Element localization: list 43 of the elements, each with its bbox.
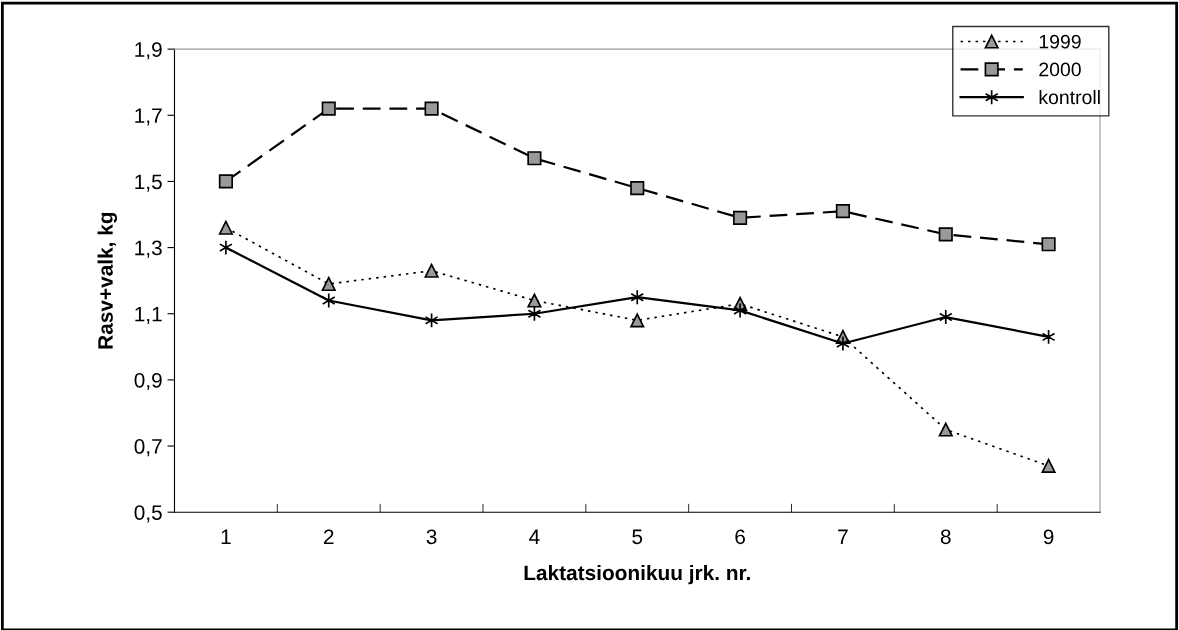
y-tick-label: 1,9: [135, 42, 162, 60]
y-tick-label: 1,7: [135, 108, 162, 126]
y-axis-title: Rasv+valk, kg: [97, 212, 118, 349]
point: [938, 227, 953, 242]
point: [424, 101, 439, 116]
point: [938, 309, 953, 325]
point: [835, 204, 851, 219]
point: [630, 180, 645, 196]
x-tick-label: 9: [1043, 529, 1054, 545]
y-tick-label: 0,7: [134, 439, 162, 457]
point: [1041, 458, 1056, 473]
point: [733, 302, 747, 319]
point: [527, 151, 542, 166]
point: [424, 263, 439, 278]
point: [630, 289, 645, 305]
point: [836, 335, 850, 352]
x-tick-label: 1: [221, 529, 231, 544]
point: [321, 276, 336, 292]
legend-label: kontroll: [1039, 89, 1100, 105]
x-tick-label: 3: [426, 529, 437, 545]
x-axis-title: Laktatsioonikuu jrk. nr.: [524, 564, 750, 585]
point: [218, 174, 233, 189]
point: [321, 101, 336, 116]
x-tick-label: 2: [324, 529, 334, 544]
x-tick-label: 4: [529, 529, 540, 544]
x-tick-label: 5: [632, 529, 643, 545]
x-tick-label: 7: [838, 529, 848, 544]
x-tick-label: 8: [940, 529, 951, 545]
point: [938, 422, 953, 437]
point: [1041, 237, 1056, 252]
y-tick-label: 1,1: [135, 306, 162, 324]
y-tick-label: 1,3: [135, 240, 162, 258]
point: [527, 293, 542, 308]
point: [219, 239, 233, 256]
point: [732, 210, 748, 225]
point: [630, 313, 645, 328]
x-tick-label: 6: [735, 529, 745, 545]
legend-label: 2000: [1039, 62, 1081, 77]
point: [218, 220, 233, 235]
y-tick-label: 0,9: [134, 372, 162, 391]
y-tick-label: 1,5: [135, 174, 162, 192]
y-tick-label: 0,5: [134, 505, 162, 523]
legend-label: 1999: [1039, 34, 1081, 49]
